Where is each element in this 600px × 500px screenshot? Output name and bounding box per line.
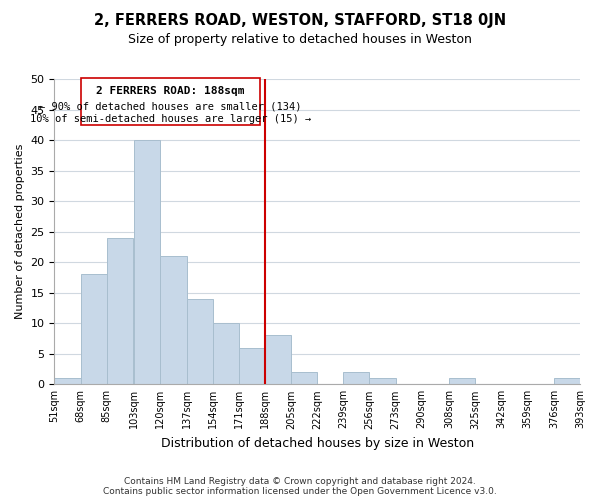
Bar — [370, 378, 395, 384]
Bar — [343, 372, 370, 384]
Bar — [554, 378, 580, 384]
Bar — [55, 378, 80, 384]
Text: ← 90% of detached houses are smaller (134): ← 90% of detached houses are smaller (13… — [39, 102, 302, 112]
Bar — [291, 372, 317, 384]
Bar — [212, 323, 239, 384]
Text: Contains public sector information licensed under the Open Government Licence v3: Contains public sector information licen… — [103, 487, 497, 496]
FancyBboxPatch shape — [80, 78, 260, 125]
Y-axis label: Number of detached properties: Number of detached properties — [15, 144, 25, 320]
Bar — [265, 336, 291, 384]
Bar — [187, 299, 212, 384]
Text: 10% of semi-detached houses are larger (15) →: 10% of semi-detached houses are larger (… — [30, 114, 311, 124]
Text: 2 FERRERS ROAD: 188sqm: 2 FERRERS ROAD: 188sqm — [96, 86, 245, 96]
Text: Size of property relative to detached houses in Weston: Size of property relative to detached ho… — [128, 32, 472, 46]
Text: Contains HM Land Registry data © Crown copyright and database right 2024.: Contains HM Land Registry data © Crown c… — [124, 477, 476, 486]
Bar — [107, 238, 133, 384]
Text: 2, FERRERS ROAD, WESTON, STAFFORD, ST18 0JN: 2, FERRERS ROAD, WESTON, STAFFORD, ST18 … — [94, 12, 506, 28]
Bar — [80, 274, 107, 384]
Bar — [449, 378, 475, 384]
Bar — [134, 140, 160, 384]
X-axis label: Distribution of detached houses by size in Weston: Distribution of detached houses by size … — [161, 437, 474, 450]
Bar — [239, 348, 265, 385]
Bar — [160, 256, 187, 384]
